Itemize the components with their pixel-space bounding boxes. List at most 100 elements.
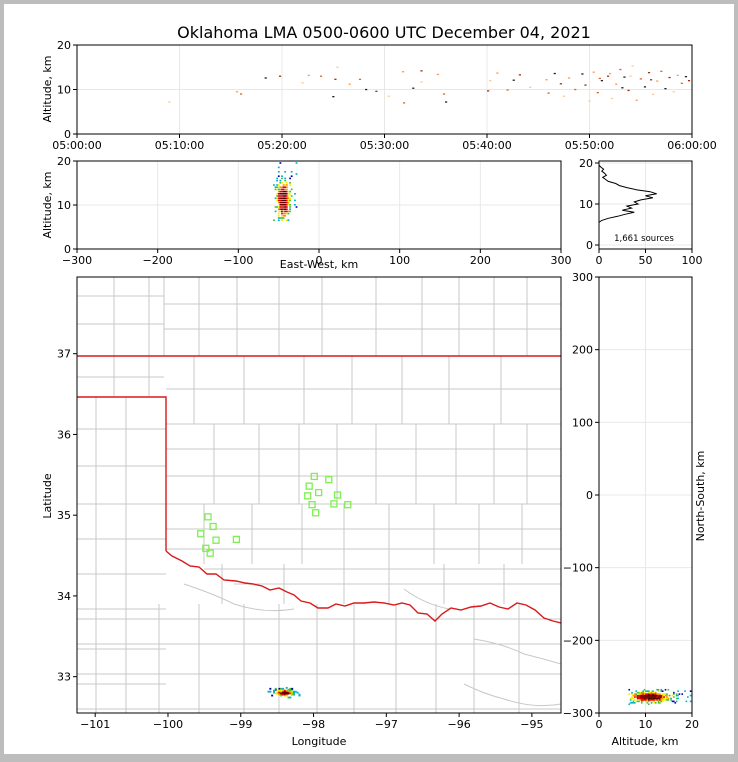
eastwest-density-cell (281, 204, 283, 206)
northsouth-density-cell (653, 693, 656, 695)
eastwest-density-cell (289, 182, 291, 184)
altitude-time-source-point (489, 80, 492, 82)
histogram-xtick-label: 0 (596, 254, 603, 267)
eastwest-density-cell (277, 206, 280, 208)
altitude-time-source-point (680, 82, 683, 84)
plan-view-density-cell (280, 690, 283, 693)
eastwest-density-cell (289, 208, 291, 210)
eastwest-density-cell (276, 199, 279, 202)
northsouth-density-cell (653, 694, 656, 697)
eastwest-density-cell (281, 177, 283, 180)
northsouth-density-cell (653, 696, 656, 698)
northsouth-density-cell (661, 700, 664, 703)
northsouth-density-cell (631, 691, 633, 694)
lma-station-marker (314, 488, 323, 497)
northsouth-density-cell (631, 702, 633, 704)
plan-view-density-cell (278, 692, 281, 695)
altitude-eastwest-ylabel: Altitude, km (41, 171, 54, 238)
northsouth-density-cell (640, 702, 643, 704)
eastwest-density-cell (276, 184, 279, 186)
eastwest-density-cell (290, 188, 293, 191)
altitude-time-source-point (332, 96, 335, 98)
eastwest-density-cell (282, 212, 285, 215)
eastwest-density-cell (285, 197, 288, 199)
altitude-time-source-point (635, 99, 638, 101)
eastwest-density-cell (279, 197, 282, 199)
northsouth-density-cell (650, 702, 653, 704)
northsouth-density-cell (653, 697, 656, 700)
eastwest-density-cell (277, 219, 280, 221)
northsouth-density-cell (640, 691, 643, 694)
northsouth-density-cell (640, 699, 643, 701)
northsouth-density-cell (667, 688, 670, 691)
altitude-eastwest-xlabel: East-West, km (280, 258, 358, 271)
eastwest-density-cell (290, 195, 293, 197)
altitude-time-source-point (358, 78, 362, 80)
northsouth-density-cell (660, 700, 663, 703)
plan-view-density-cell (283, 689, 286, 692)
northsouth-density-cell (635, 696, 637, 698)
northsouth-density-cell (643, 697, 646, 700)
eastwest-density-cell (284, 190, 287, 193)
eastwest-density-cell (281, 217, 283, 219)
eastwest-density-cell (279, 186, 282, 188)
longitude-xtick-label: −97 (375, 718, 398, 731)
eastwest-density-cell (284, 208, 287, 210)
northsouth-density-cell (652, 697, 654, 700)
eastwest-density-cell (284, 206, 287, 208)
plan-view-density-cell (269, 690, 272, 693)
northsouth-density-cell (671, 694, 674, 697)
altitude-time-source-point (611, 97, 614, 100)
northsouth-density-cell (649, 691, 651, 694)
eastwest-density-cell (281, 219, 283, 221)
altitude-time-source-point (547, 92, 550, 94)
northsouth-density-cell (634, 696, 636, 698)
altitude-time-source-point (627, 89, 630, 92)
altitude-time-source-point (365, 88, 368, 91)
lma-station-marker (204, 513, 212, 521)
eastwest-density-cell (274, 206, 277, 208)
altitude-time-source-point (631, 65, 634, 67)
eastwest-density-cell (287, 193, 290, 195)
plan-view-density-cell (287, 692, 290, 695)
northsouth-density-cell (657, 693, 660, 695)
eastwest-density-cell (274, 188, 277, 191)
northsouth-density-cell (635, 690, 637, 692)
eastwest-density-cell (279, 208, 282, 210)
northsouth-density-cell (642, 696, 644, 698)
altitude-time-source-point (600, 80, 603, 82)
plan-view-density-cell (274, 688, 277, 691)
plan-view-density-cell (289, 692, 292, 695)
eastwest-density-cell (289, 199, 291, 202)
plan-view-density-cell (283, 690, 286, 693)
altitude-time-source-point (319, 75, 323, 77)
northsouth-density-cell (650, 699, 653, 701)
northsouth-density-cell (666, 693, 668, 695)
eastwest-density-cell (277, 188, 280, 191)
plan-view-density-cell (274, 687, 277, 690)
northsouth-density-cell (661, 696, 664, 698)
altitude-time-source-point (562, 95, 566, 97)
northsouth-density-cell (656, 693, 658, 695)
latitude-ytick-label: 36 (57, 428, 71, 441)
northsouth-density-cell (663, 693, 665, 695)
altitude-time-source-point (672, 91, 675, 93)
eastwest-density-cell (294, 204, 296, 206)
northsouth-density-cell (671, 700, 674, 703)
northsouth-density-cell (660, 699, 663, 701)
northsouth-density-cell (649, 696, 651, 698)
eastwest-density-cell (276, 195, 279, 197)
plan-view-ylabel: Latitude (41, 473, 54, 519)
northsouth-density-cell (657, 696, 660, 698)
eastwest-density-cell (279, 182, 282, 184)
northsouth-density-cell (656, 694, 658, 697)
eastwest-density-cell (287, 204, 290, 206)
eastwest-density-cell (279, 217, 282, 219)
eastwest-density-cell (289, 190, 291, 193)
plan-view-density-cell (289, 688, 292, 691)
altitude-time-xtick-label: 05:30:00 (360, 139, 409, 152)
lma-station-marker (333, 491, 342, 499)
northsouth-density-cell (634, 699, 636, 701)
histogram-xtick-label: 50 (639, 254, 653, 267)
eastwest-density-cell (284, 184, 287, 186)
